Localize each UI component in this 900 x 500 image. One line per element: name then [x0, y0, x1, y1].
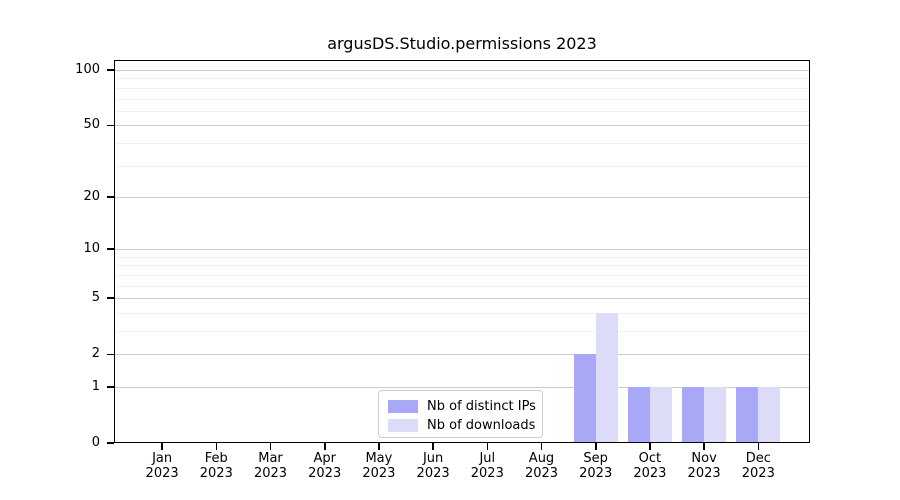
gridline-major — [114, 354, 810, 356]
x-tick-label: Jun 2023 — [416, 451, 450, 481]
legend-label-downloads: Nb of downloads — [427, 418, 536, 433]
legend: Nb of distinct IPs Nb of downloads — [378, 390, 543, 438]
gridline-minor — [114, 265, 810, 267]
bar-distinct-ips — [682, 387, 705, 443]
gridline-minor — [114, 78, 810, 80]
bar-distinct-ips — [627, 387, 650, 443]
legend-swatch-downloads-icon — [388, 419, 418, 432]
x-tick-mark — [215, 443, 218, 450]
x-tick-label: Jul 2023 — [470, 451, 504, 481]
y-tick-label: 5 — [91, 290, 100, 306]
legend-label-distinct-ips: Nb of distinct IPs — [427, 399, 536, 414]
x-tick-mark — [703, 443, 705, 450]
gridline-major — [114, 249, 810, 251]
x-tick-mark — [324, 443, 326, 450]
x-tick-mark — [595, 443, 597, 450]
y-tick-mark — [107, 248, 114, 250]
y-tick-mark — [107, 297, 114, 299]
x-tick-mark — [161, 443, 163, 450]
gridline-minor — [114, 110, 810, 112]
y-tick-label: 100 — [75, 62, 100, 77]
x-tick-mark — [486, 443, 489, 450]
x-tick-label: Mar 2023 — [253, 451, 288, 481]
y-tick-label: 1 — [91, 379, 100, 394]
y-tick-label: 50 — [83, 117, 100, 133]
x-tick-label: Dec 2023 — [741, 451, 775, 481]
x-tick-mark — [757, 443, 760, 450]
gridline-major — [114, 196, 810, 198]
x-tick-label: Apr 2023 — [308, 451, 342, 481]
gridline-minor — [114, 165, 810, 167]
legend-item-distinct-ips: Nb of distinct IPs — [379, 397, 542, 416]
bar-downloads — [758, 387, 781, 443]
x-tick-mark — [432, 443, 434, 450]
gridline-minor — [114, 285, 810, 287]
x-tick-label: Feb 2023 — [199, 451, 233, 481]
x-tick-label: Sep 2023 — [579, 451, 613, 481]
bar-distinct-ips — [573, 354, 596, 443]
y-tick-mark — [107, 124, 114, 126]
y-tick-mark — [107, 386, 114, 388]
y-tick-mark — [107, 69, 114, 71]
x-tick-mark — [540, 443, 543, 450]
x-tick-label: Nov 2023 — [687, 451, 721, 481]
x-tick-label: May 2023 — [362, 451, 396, 481]
y-tick-mark — [107, 442, 114, 444]
gridline-minor — [114, 98, 810, 100]
chart-title: argusDS.Studio.permissions 2023 — [327, 34, 597, 53]
y-tick-label: 2 — [91, 346, 100, 362]
y-tick-mark — [107, 353, 114, 355]
x-tick-mark — [649, 443, 651, 450]
gridline-minor — [114, 142, 810, 144]
y-tick-mark — [107, 196, 114, 198]
bar-downloads — [595, 312, 618, 443]
gridline-major — [114, 387, 810, 388]
y-tick-label: 20 — [83, 188, 100, 204]
legend-item-downloads: Nb of downloads — [379, 416, 542, 435]
gridline-major — [114, 298, 810, 300]
x-tick-label: Oct 2023 — [633, 451, 667, 481]
gridline-minor — [114, 274, 810, 276]
y-tick-label: 10 — [83, 241, 100, 257]
x-tick-mark — [269, 443, 272, 450]
gridline-major — [114, 70, 810, 71]
gridline-minor — [114, 256, 810, 258]
y-tick-label: 0 — [91, 435, 100, 450]
x-tick-mark — [378, 443, 380, 450]
gridline-minor — [114, 312, 810, 314]
legend-swatch-distinct-ips-icon — [388, 400, 418, 413]
gridline-minor — [114, 331, 810, 332]
bar-downloads — [649, 387, 672, 443]
bar-downloads — [704, 387, 727, 443]
gridline-major — [114, 125, 810, 127]
x-tick-label: Aug 2023 — [524, 451, 559, 481]
plot-area: Nb of distinct IPs Nb of downloads — [114, 60, 810, 443]
gridline-minor — [114, 87, 810, 89]
bar-distinct-ips — [736, 387, 759, 443]
x-tick-label: Jan 2023 — [145, 451, 179, 481]
